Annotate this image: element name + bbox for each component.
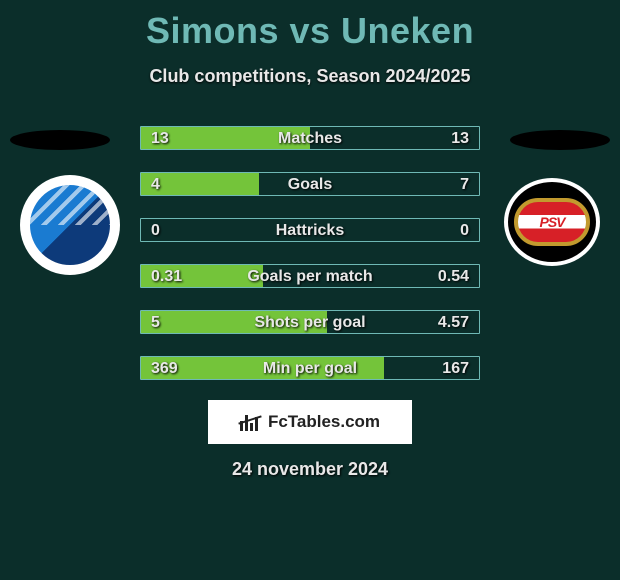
stat-category: Min per goal	[141, 357, 479, 381]
stat-value-right: 167	[442, 357, 469, 381]
stat-value-right: 7	[460, 173, 469, 197]
stat-value-right: 4.57	[438, 311, 469, 335]
stat-category: Goals per match	[141, 265, 479, 289]
stat-value-right: 13	[451, 127, 469, 151]
page-title: Simons vs Uneken	[0, 0, 620, 52]
left-team-badge	[20, 175, 120, 275]
stat-category: Goals	[141, 173, 479, 197]
left-team-badge-icon	[26, 181, 114, 269]
stat-row: 0.31Goals per match0.54	[140, 264, 480, 288]
right-team-badge-icon: PSV	[514, 198, 590, 246]
date-label: 24 november 2024	[0, 459, 620, 480]
stats-bars: 13Matches13 4Goals7 0Hattricks0 0.31Goals p…	[140, 126, 480, 402]
right-team-badge: PSV	[504, 178, 600, 266]
watermark-text: FcTables.com	[268, 412, 380, 432]
stat-value-right: 0	[460, 219, 469, 243]
left-avatar-shadow	[10, 130, 110, 150]
page-subtitle: Club competitions, Season 2024/2025	[0, 66, 620, 87]
watermark-pill: FcTables.com	[208, 400, 412, 444]
stat-row: 369Min per goal167	[140, 356, 480, 380]
stat-row: 5Shots per goal4.57	[140, 310, 480, 334]
right-avatar-shadow	[510, 130, 610, 150]
stat-value-right: 0.54	[438, 265, 469, 289]
stat-row: 0Hattricks0	[140, 218, 480, 242]
stat-category: Hattricks	[141, 219, 479, 243]
chart-icon	[240, 413, 262, 431]
stat-category: Shots per goal	[141, 311, 479, 335]
stat-row: 4Goals7	[140, 172, 480, 196]
stat-row: 13Matches13	[140, 126, 480, 150]
stat-category: Matches	[141, 127, 479, 151]
